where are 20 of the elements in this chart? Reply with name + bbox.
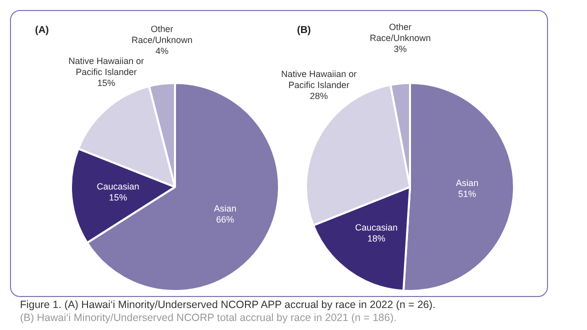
data-label: 15% [97,78,116,88]
data-label: 66% [216,214,234,225]
slice-label: Native Hawaiian or Pacific Islander [68,56,144,78]
data-label: 3% [394,44,407,54]
caption: Figure 1. (A) Hawai‘i Minority/Underserved NCORP APP accrual by race in 2022 (n = 26). [20,299,436,312]
data-label: 51% [458,188,476,199]
slice-label: Asian [456,178,478,188]
slice-label: Caucasian [355,222,398,232]
slice-label: Other Race/Unknown [370,22,431,44]
chart-title: (B) [297,24,311,36]
data-label: 15% [109,192,128,202]
data-label: 28% [310,91,328,102]
data-label: 18% [367,233,386,244]
slice-label: Asian [214,204,236,214]
slice-label: Native Hawaiian or Pacific Islander [281,69,357,90]
text: (B) Hawai‘i Minority/Underserved NCORP total accrual by race in 2021 (n = 186). [20,312,398,325]
data-label: 4% [155,46,168,56]
chart-title: (A) [35,24,49,36]
slice-label: Caucasian [96,181,140,192]
slice-label: Other Race/Unknown [131,24,192,46]
